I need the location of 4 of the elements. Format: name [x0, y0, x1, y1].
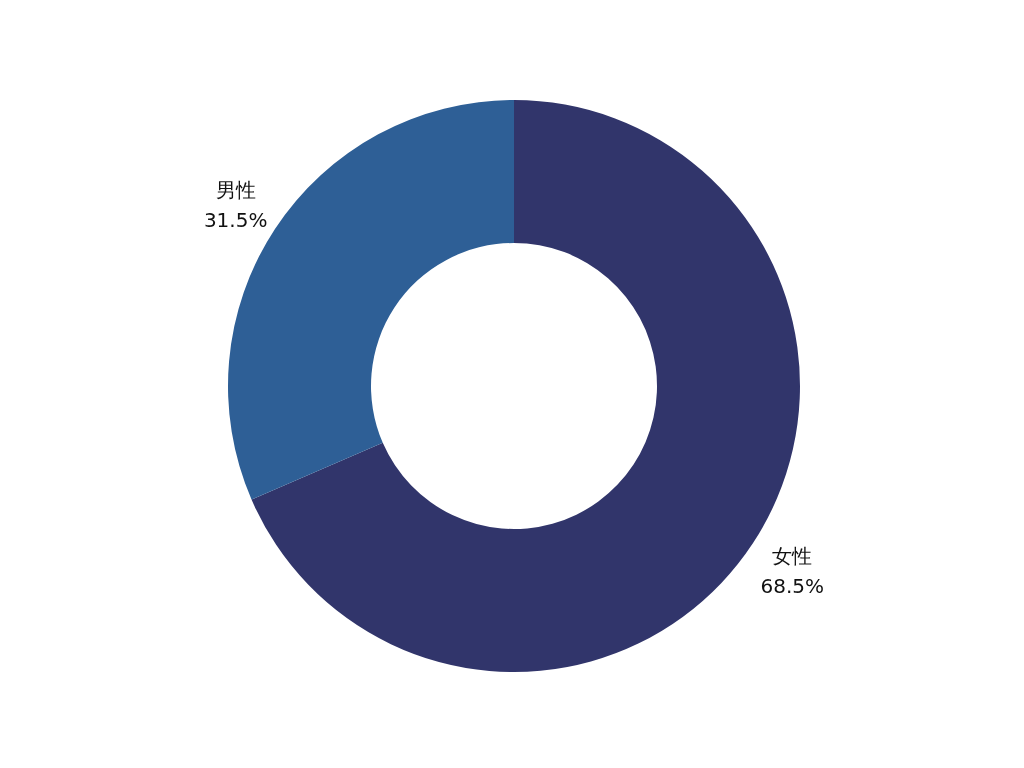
- slice-label: 男性: [215, 178, 256, 203]
- data-label: 68.5%: [760, 573, 825, 598]
- data-label: 31.5%: [203, 208, 268, 233]
- slice-label: 女性: [772, 543, 813, 568]
